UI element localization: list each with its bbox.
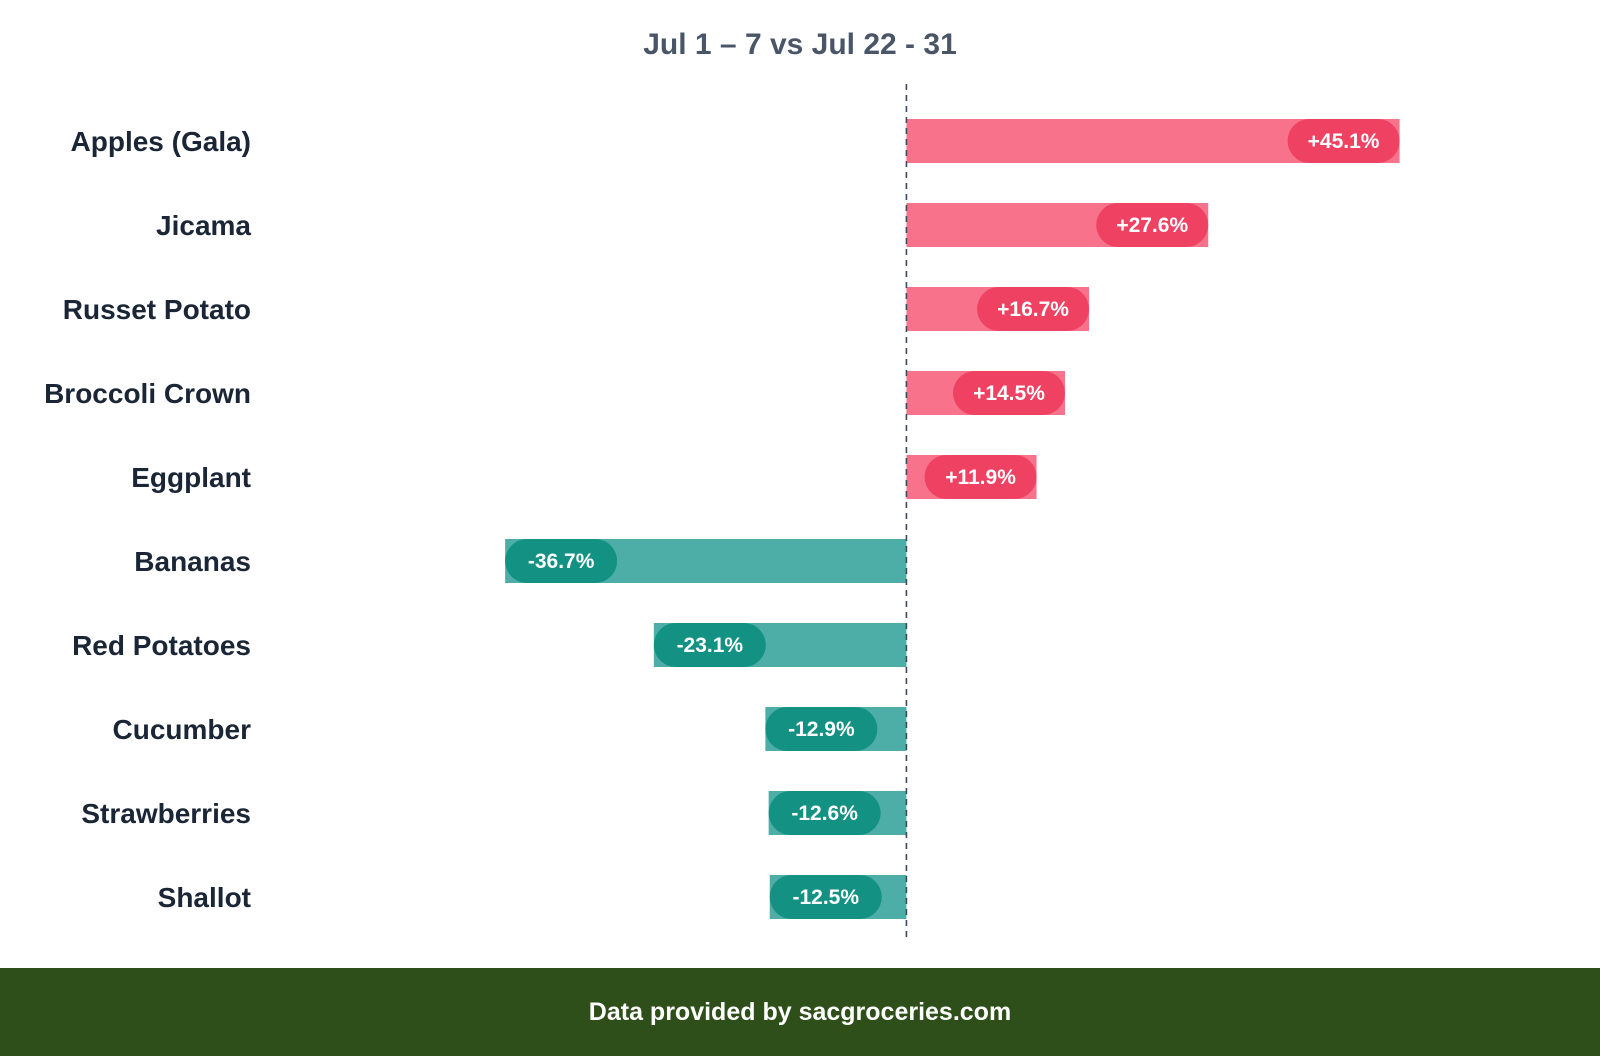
- value-label-broccoli-crown: +14.5%: [973, 382, 1045, 405]
- value-pill-bananas: [505, 539, 618, 583]
- bars-layer: [505, 119, 1400, 919]
- value-pill-eggplant: [924, 455, 1037, 499]
- footer-credit: Data provided by sacgroceries.com: [588, 997, 1012, 1026]
- category-label-cucumber: Cucumber: [113, 714, 252, 745]
- value-pill-broccoli-crown: [952, 371, 1065, 415]
- value-label-shallot: -12.5%: [792, 886, 859, 909]
- value-label-bananas: -36.7%: [528, 550, 595, 573]
- category-label-strawberries: Strawberries: [81, 798, 251, 829]
- category-label-red-potatoes: Red Potatoes: [72, 630, 251, 661]
- category-label-apples-gala: Apples (Gala): [71, 126, 251, 157]
- value-pill-russet-potato: [977, 287, 1090, 331]
- chart-area: Jul 1 – 7 vs Jul 22 - 31 +45.1% +27.6% +16…: [44, 28, 1400, 942]
- value-pill-jicama: [1096, 203, 1209, 247]
- value-pill-cucumber: [765, 707, 878, 751]
- value-label-apples-gala: +45.1%: [1308, 130, 1380, 153]
- category-label-russet-potato: Russet Potato: [63, 294, 251, 325]
- category-labels-layer: Apples (Gala) Jicama Russet Potato Broccoli…: [44, 126, 251, 913]
- chart-title: Jul 1 – 7 vs Jul 22 - 31: [643, 28, 957, 61]
- value-label-red-potatoes: -23.1%: [677, 634, 744, 657]
- category-label-shallot: Shallot: [158, 882, 251, 913]
- value-labels-layer: +45.1% +27.6% +16.7% +14.5% +11.9% -36.7% -23.…: [505, 119, 1400, 919]
- value-label-strawberries: -12.6%: [791, 802, 858, 825]
- category-label-broccoli-crown: Broccoli Crown: [44, 378, 251, 409]
- category-label-eggplant: Eggplant: [131, 462, 251, 493]
- value-label-jicama: +27.6%: [1116, 214, 1188, 237]
- value-pill-red-potatoes: [653, 623, 766, 667]
- category-label-bananas: Bananas: [134, 546, 251, 577]
- value-pill-apples-gala: [1287, 119, 1400, 163]
- value-label-eggplant: +11.9%: [945, 466, 1016, 489]
- value-pill-strawberries: [768, 791, 881, 835]
- value-label-cucumber: -12.9%: [788, 718, 855, 741]
- category-label-jicama: Jicama: [156, 210, 251, 241]
- value-label-russet-potato: +16.7%: [997, 298, 1069, 321]
- footer-banner: Data provided by sacgroceries.com: [0, 968, 1600, 1056]
- value-pill-shallot: [769, 875, 882, 919]
- bar-chart: Jul 1 – 7 vs Jul 22 - 31 +45.1% +27.6% +16…: [44, 28, 1400, 942]
